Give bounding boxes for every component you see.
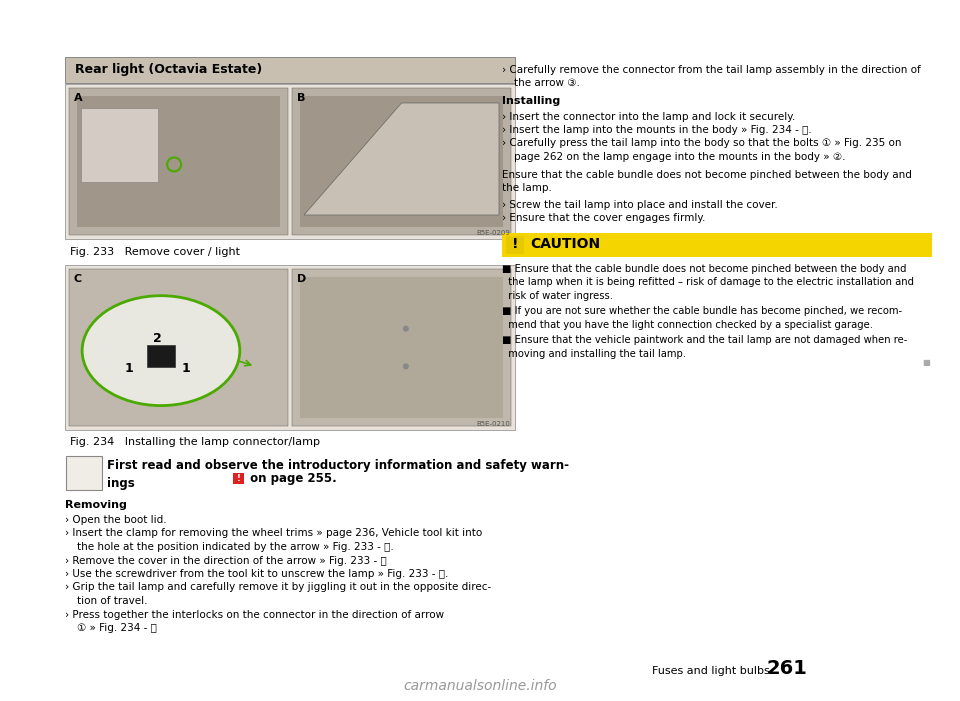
Bar	[81, 108, 157, 182]
Text: Removing: Removing	[65, 500, 127, 510]
Text: B5E-0209: B5E-0209	[476, 230, 510, 236]
Text: Ensure that the cable bundle does not become pinched between the body and: Ensure that the cable bundle does not be…	[502, 170, 912, 179]
Text: 261: 261	[767, 659, 808, 678]
Text: carmanualsonline.info: carmanualsonline.info	[403, 679, 557, 693]
Text: D: D	[297, 274, 306, 284]
Text: on page 255.: on page 255.	[246, 472, 337, 485]
Text: › Carefully press the tail lamp into the body so that the bolts ① » Fig. 235 on: › Carefully press the tail lamp into the…	[502, 139, 901, 149]
Polygon shape	[304, 103, 499, 215]
Text: the hole at the position indicated by the arrow » Fig. 233 - Ⓐ.: the hole at the position indicated by th…	[77, 542, 394, 552]
Text: Installing: Installing	[502, 96, 561, 106]
Bar	[300, 96, 503, 227]
Text: › Screw the tail lamp into place and install the cover.: › Screw the tail lamp into place and ins…	[502, 200, 778, 210]
Text: tion of travel.: tion of travel.	[77, 596, 148, 606]
Text: › Carefully remove the connector from the tail lamp assembly in the direction of: › Carefully remove the connector from th…	[502, 65, 921, 75]
Text: › Remove the cover in the direction of the arrow » Fig. 233 - Ⓐ: › Remove the cover in the direction of t…	[65, 555, 387, 566]
Bar	[66, 456, 102, 490]
Text: ■: ■	[922, 358, 930, 367]
Text: › Insert the lamp into the mounts in the body » Fig. 234 - ⓓ.: › Insert the lamp into the mounts in the…	[502, 125, 812, 135]
Bar	[147, 345, 175, 367]
Bar	[65, 57, 515, 83]
Bar	[69, 269, 288, 426]
Circle shape	[403, 326, 409, 332]
Bar	[502, 233, 932, 257]
Text: the arrow ③.: the arrow ③.	[514, 79, 580, 88]
Text: 1: 1	[125, 362, 133, 375]
Text: the lamp.: the lamp.	[502, 183, 552, 193]
Text: Fig. 234   Installing the lamp connector/lamp: Fig. 234 Installing the lamp connector/l…	[70, 437, 320, 447]
Bar	[292, 269, 511, 426]
Bar	[506, 236, 524, 254]
Text: › Press together the interlocks on the connector in the direction of arrow: › Press together the interlocks on the c…	[65, 609, 444, 620]
Bar	[69, 88, 288, 235]
Ellipse shape	[83, 296, 240, 406]
Text: 2: 2	[153, 332, 161, 345]
Text: !: !	[236, 474, 240, 483]
Bar	[65, 265, 515, 430]
Text: ① » Fig. 234 - Ⓒ: ① » Fig. 234 - Ⓒ	[77, 623, 156, 633]
Text: C: C	[74, 274, 83, 284]
Text: B5E-0210: B5E-0210	[476, 421, 510, 427]
Text: A: A	[74, 93, 83, 103]
Text: Fig. 233   Remove cover / light: Fig. 233 Remove cover / light	[70, 247, 240, 257]
Text: !: !	[512, 238, 518, 252]
Text: Rear light (Octavia Estate): Rear light (Octavia Estate)	[75, 64, 262, 76]
Text: B: B	[297, 93, 305, 103]
Text: › Insert the connector into the lamp and lock it securely.: › Insert the connector into the lamp and…	[502, 111, 795, 121]
Bar	[77, 96, 280, 227]
Bar	[65, 84, 515, 239]
Text: 1: 1	[181, 362, 190, 375]
Text: › Insert the clamp for removing the wheel trims » page 236, Vehicle tool kit int: › Insert the clamp for removing the whee…	[65, 529, 482, 538]
Text: › Grip the tail lamp and carefully remove it by jiggling it out in the opposite : › Grip the tail lamp and carefully remov…	[65, 583, 492, 592]
Text: › Ensure that the cover engages firmly.: › Ensure that the cover engages firmly.	[502, 213, 706, 223]
Circle shape	[403, 363, 409, 369]
Bar	[292, 88, 511, 235]
Bar	[233, 473, 244, 484]
Text: ■ If you are not sure whether the cable bundle has become pinched, we recom-
  m: ■ If you are not sure whether the cable …	[502, 306, 902, 329]
Text: ■ Ensure that the vehicle paintwork and the tail lamp are not damaged when re-
 : ■ Ensure that the vehicle paintwork and …	[502, 335, 907, 359]
Text: CAUTION: CAUTION	[530, 238, 600, 252]
Text: Fuses and light bulbs: Fuses and light bulbs	[652, 666, 770, 676]
Text: First read and observe the introductory information and safety warn-
ings: First read and observe the introductory …	[107, 459, 569, 490]
Text: › Use the screwdriver from the tool kit to unscrew the lamp » Fig. 233 - Ⓑ.: › Use the screwdriver from the tool kit …	[65, 569, 448, 579]
Text: ■ Ensure that the cable bundle does not become pinched between the body and
  th: ■ Ensure that the cable bundle does not …	[502, 264, 914, 301]
Bar	[300, 277, 503, 418]
Text: page 262 on the lamp engage into the mounts in the body » ②.: page 262 on the lamp engage into the mou…	[514, 152, 846, 162]
Text: › Open the boot lid.: › Open the boot lid.	[65, 515, 167, 525]
